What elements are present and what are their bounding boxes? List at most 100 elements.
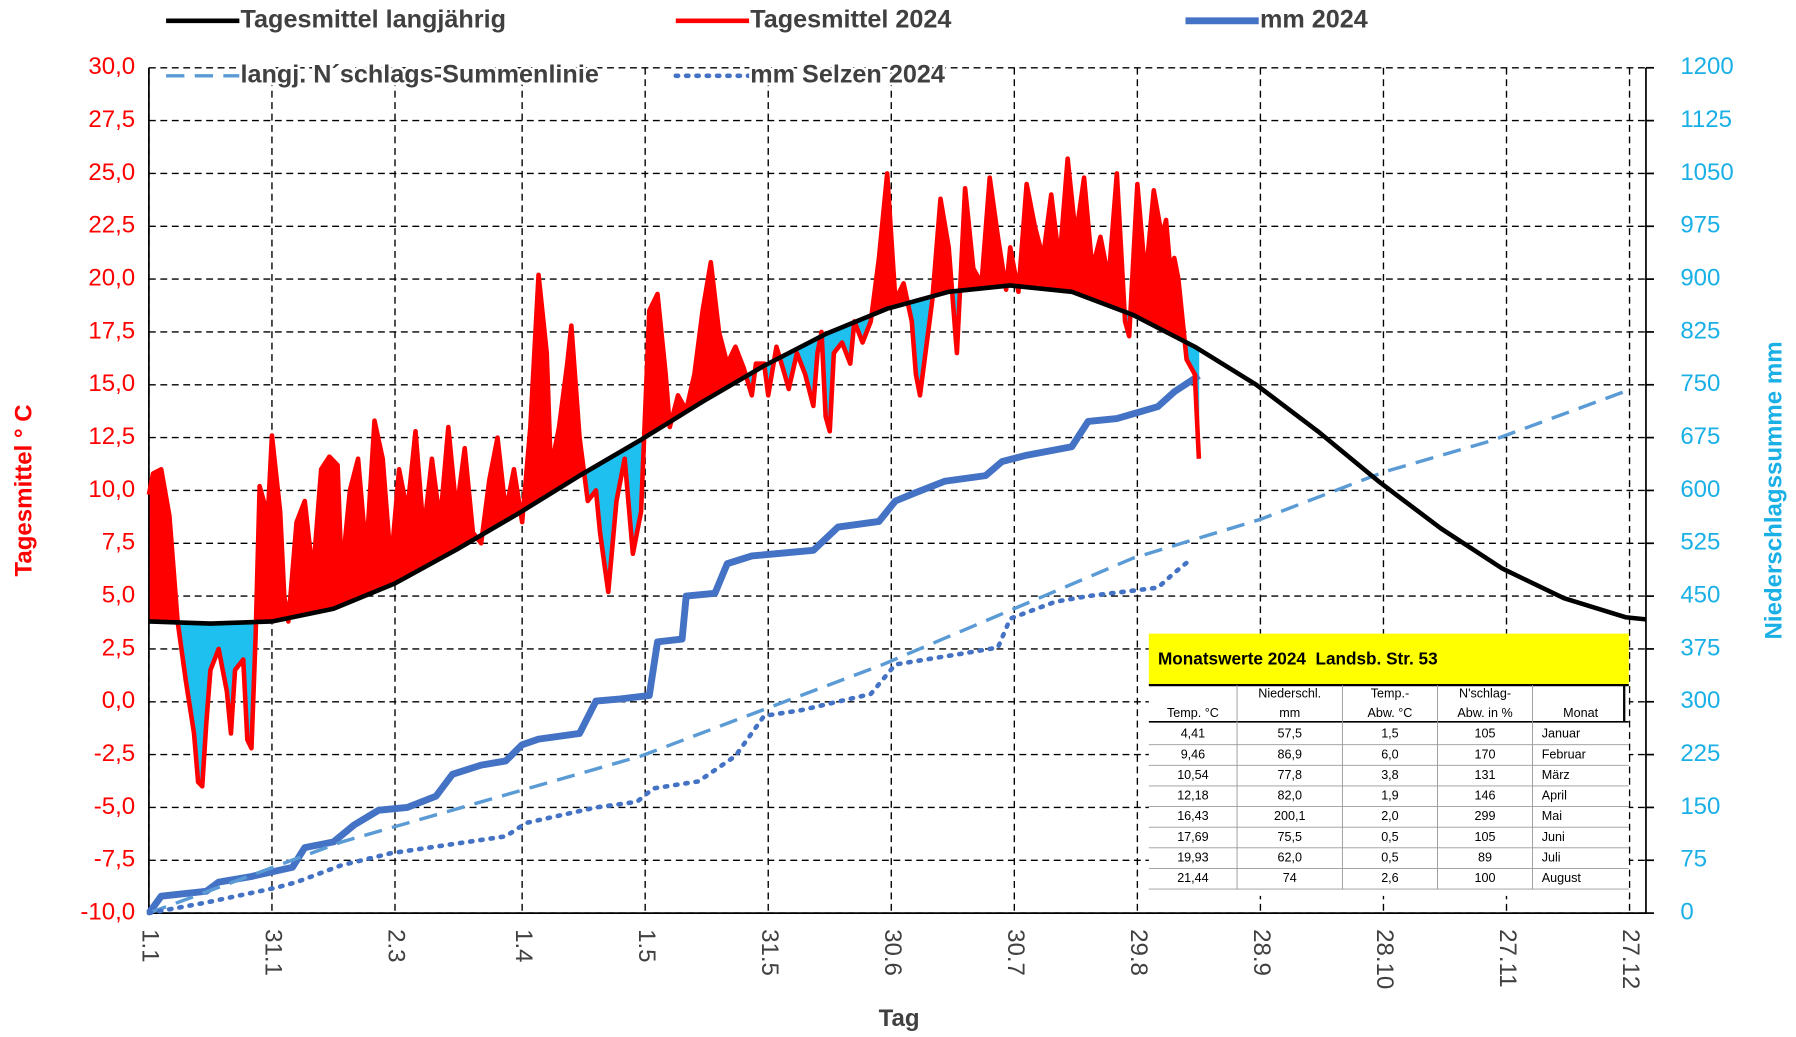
table-cell: 2,0 — [1381, 809, 1399, 823]
table-title-bg — [1148, 633, 1629, 686]
x-tick-label: 2.3 — [383, 929, 410, 962]
table-cell: Mai — [1542, 809, 1562, 823]
y2-tick-label: 825 — [1680, 317, 1720, 344]
y2-tick-label: 150 — [1680, 793, 1720, 820]
y2-tick-label: 375 — [1680, 634, 1720, 661]
table-cell: 3,8 — [1381, 768, 1399, 782]
series-line — [146, 372, 1201, 916]
table-cell: 1,5 — [1381, 727, 1399, 741]
y2-tick-label: 0 — [1680, 898, 1693, 925]
table-header: Temp. °C — [1167, 706, 1219, 720]
table-cell: Februar — [1542, 747, 1586, 761]
y-tick-label: 12,5 — [88, 423, 135, 450]
table-cell: 299 — [1475, 809, 1496, 823]
table-cell: 75,5 — [1277, 830, 1301, 844]
table-cell: August — [1542, 871, 1582, 885]
legend-label: Tagesmittel langjährig — [241, 5, 506, 33]
table-cell: 1,9 — [1381, 789, 1399, 803]
table-cell: 131 — [1475, 768, 1496, 782]
table-header: mm — [1279, 706, 1300, 720]
y-tick-label: 30,0 — [88, 53, 135, 80]
table-title: Monatswerte 2024 Landsb. Str. 53 — [1158, 648, 1438, 668]
table-cell: April — [1542, 789, 1567, 803]
table-cell: 9,46 — [1181, 747, 1205, 761]
table-cell: Juli — [1542, 850, 1561, 864]
table-cell: 57,5 — [1277, 727, 1301, 741]
y-tick-label: 25,0 — [88, 159, 135, 186]
y-tick-label: -7,5 — [94, 846, 135, 873]
table-cell: 62,0 — [1277, 850, 1301, 864]
table-header: Abw. in % — [1457, 706, 1512, 720]
table-cell: 21,44 — [1177, 871, 1208, 885]
y2-tick-label: 675 — [1680, 423, 1720, 450]
x-tick-label: 31.5 — [756, 929, 783, 976]
table-cell: 146 — [1475, 789, 1496, 803]
table-cell: 4,41 — [1181, 727, 1205, 741]
legend-label: langj. N´schlags-Summenlinie — [241, 60, 599, 88]
table-cell: 12,18 — [1177, 789, 1208, 803]
x-tick-label: 28.9 — [1248, 929, 1275, 976]
x-tick-label: 1.4 — [510, 929, 537, 962]
y2-axis-title: Niederschlagssumme mm — [1761, 341, 1788, 639]
legend-label: mm Selzen 2024 — [750, 60, 945, 88]
x-axis-title: Tag — [879, 1005, 920, 1032]
table-cell: 77,8 — [1277, 768, 1301, 782]
x-tick-label: 30.7 — [1002, 929, 1029, 976]
legend-label: mm 2024 — [1260, 5, 1368, 33]
x-tick-label: 27.12 — [1617, 929, 1644, 989]
table-cell: 86,9 — [1277, 747, 1301, 761]
table-cell: 105 — [1475, 727, 1496, 741]
table-cell: 16,43 — [1177, 809, 1208, 823]
y-tick-label: -2,5 — [94, 740, 135, 767]
table-cell: Juni — [1542, 830, 1565, 844]
table-cell: 17,69 — [1177, 830, 1208, 844]
table-header: Monat — [1563, 706, 1598, 720]
table-cell: 10,54 — [1177, 768, 1208, 782]
y-axis-title: Tagesmittel ° C — [11, 404, 38, 576]
y-tick-label: 17,5 — [88, 317, 135, 344]
y-tick-label: 2,5 — [102, 634, 135, 661]
table-cell: 74 — [1283, 871, 1297, 885]
y2-tick-label: 975 — [1680, 212, 1720, 239]
y2-tick-label: 1050 — [1680, 159, 1734, 186]
y2-tick-label: 450 — [1680, 581, 1720, 608]
y-tick-label: 0,0 — [102, 687, 135, 714]
y-tick-label: 22,5 — [88, 212, 135, 239]
x-tick-label: 29.8 — [1125, 929, 1152, 976]
table-cell: März — [1542, 768, 1570, 782]
y-tick-label: 27,5 — [88, 106, 135, 133]
x-tick-label: 27.11 — [1494, 929, 1521, 987]
table-cell: 82,0 — [1277, 789, 1301, 803]
table-cell: 19,93 — [1177, 850, 1208, 864]
table-header: Niederschl. — [1258, 687, 1321, 701]
y-tick-label: 5,0 — [102, 581, 135, 608]
anomaly-fill — [152, 468, 162, 623]
table-cell: 6,0 — [1381, 747, 1399, 761]
y-tick-label: 20,0 — [88, 264, 135, 291]
table-header: N'schlag- — [1459, 687, 1511, 701]
y-tick-label: 15,0 — [88, 370, 135, 397]
y-tick-label: -5,0 — [94, 793, 135, 820]
y-tick-label: 7,5 — [102, 529, 135, 556]
y2-tick-label: 1125 — [1680, 106, 1732, 133]
table-cell: 170 — [1475, 747, 1496, 761]
y2-tick-label: 900 — [1680, 264, 1720, 291]
y2-tick-label: 225 — [1680, 740, 1720, 767]
legend-label: Tagesmittel 2024 — [750, 5, 951, 33]
y2-tick-label: 525 — [1680, 529, 1720, 556]
table-cell: 2,6 — [1381, 871, 1399, 885]
y-tick-label: 10,0 — [88, 476, 135, 503]
table-header: Abw. °C — [1368, 706, 1413, 720]
table-cell: 200,1 — [1274, 809, 1305, 823]
y2-tick-label: 600 — [1680, 476, 1720, 503]
y2-tick-label: 750 — [1680, 370, 1720, 397]
y2-tick-label: 75 — [1680, 846, 1707, 873]
x-tick-label: 28.10 — [1371, 929, 1398, 989]
series-line — [148, 283, 1647, 626]
table-cell: Januar — [1542, 727, 1580, 741]
x-tick-label: 1.5 — [633, 929, 660, 962]
x-tick-label: 31.1 — [260, 929, 287, 976]
table-cell: 100 — [1475, 871, 1496, 885]
table-cell: 0,5 — [1381, 830, 1399, 844]
